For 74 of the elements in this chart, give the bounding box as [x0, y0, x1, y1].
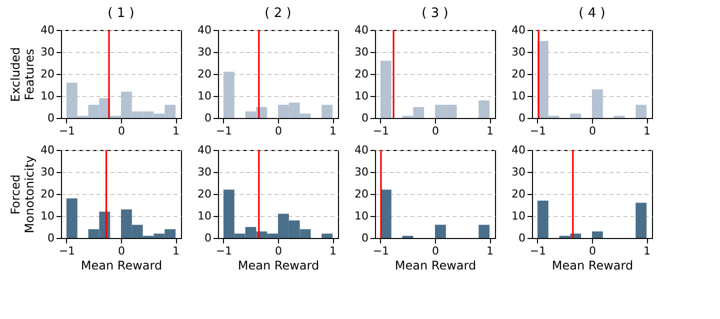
y-tick-label: 40 — [40, 24, 54, 36]
y-tick-label: 20 — [354, 188, 368, 200]
y-tick-label: 10 — [354, 90, 368, 102]
y-tick-label: 20 — [40, 188, 54, 200]
x-tick-label: 1 — [486, 124, 494, 138]
y-tick-label: 0 — [362, 232, 368, 244]
y-tick-label: 40 — [198, 144, 212, 156]
y-tick-label: 20 — [198, 68, 212, 80]
y-tick-label: 30 — [40, 46, 54, 58]
y-tick-label: 10 — [512, 210, 526, 222]
x-axis-title: Mean Reward — [552, 258, 634, 272]
y-tick-label: 0 — [48, 112, 54, 124]
x-tick-label: 0 — [118, 124, 125, 138]
y-tick-label: 30 — [198, 166, 212, 178]
x-tick-label: 0 — [275, 124, 282, 138]
x-tick-label: 0 — [275, 244, 282, 258]
x-tick-label: −1 — [216, 124, 232, 138]
y-tick-label: 0 — [48, 232, 54, 244]
x-tick-label: 0 — [432, 244, 439, 258]
x-axis-title: Mean Reward — [80, 258, 162, 272]
y-tick-label: 30 — [512, 166, 526, 178]
x-tick-label: 1 — [172, 124, 180, 138]
x-tick-label: 1 — [330, 244, 337, 258]
x-tick-label: −1 — [530, 124, 546, 138]
y-axis-title: Excluded Features — [8, 47, 37, 102]
x-tick-label: 1 — [644, 124, 651, 138]
x-tick-label: −1 — [372, 124, 390, 138]
y-tick-label: 10 — [40, 210, 54, 222]
y-tick-label: 40 — [40, 144, 54, 156]
y-tick-label: 40 — [512, 24, 526, 36]
x-tick-label: −1 — [530, 244, 546, 258]
y-tick-label: 0 — [518, 232, 526, 244]
chart-title: ( 4 ) — [578, 6, 606, 21]
y-tick-label: 10 — [354, 210, 368, 222]
y-tick-label: 0 — [204, 112, 212, 124]
y-tick-label: 20 — [40, 68, 54, 80]
y-tick-label: 20 — [198, 188, 212, 200]
y-tick-label: 10 — [512, 90, 526, 102]
y-tick-label: 10 — [198, 210, 212, 222]
chart-title: ( 1 ) — [108, 6, 134, 21]
y-tick-label: 40 — [354, 24, 368, 36]
x-axis-title: Mean Reward — [238, 258, 320, 272]
x-tick-label: 1 — [486, 244, 494, 258]
x-axis-title: Mean Reward — [394, 258, 476, 272]
y-tick-label: 30 — [40, 166, 54, 178]
x-tick-label: 1 — [330, 124, 337, 138]
x-tick-label: 1 — [644, 244, 651, 258]
y-tick-label: 10 — [40, 90, 54, 102]
y-tick-label: 0 — [204, 232, 212, 244]
y-tick-label: 30 — [354, 166, 368, 178]
y-tick-label: 20 — [512, 188, 526, 200]
x-tick-label: 0 — [589, 124, 596, 138]
x-tick-label: 0 — [432, 124, 439, 138]
x-tick-label: −1 — [216, 244, 232, 258]
y-tick-label: 30 — [354, 46, 368, 58]
y-tick-label: 40 — [354, 144, 368, 156]
x-tick-label: 1 — [172, 244, 180, 258]
chart-title: ( 2 ) — [264, 6, 292, 21]
x-tick-label: −1 — [372, 244, 390, 258]
y-tick-label: 40 — [198, 24, 212, 36]
chart-title: ( 3 ) — [422, 6, 448, 21]
y-tick-label: 40 — [512, 144, 526, 156]
y-tick-label: 30 — [512, 46, 526, 58]
y-tick-label: 20 — [512, 68, 526, 80]
x-tick-label: −1 — [58, 244, 76, 258]
x-tick-label: 0 — [118, 244, 125, 258]
y-tick-label: 30 — [198, 46, 212, 58]
y-tick-label: 10 — [198, 90, 212, 102]
y-tick-label: 0 — [362, 112, 368, 124]
y-axis-title: Forced Monotonicity — [8, 156, 37, 234]
y-tick-label: 20 — [354, 68, 368, 80]
x-tick-label: 0 — [589, 244, 596, 258]
x-tick-label: −1 — [58, 124, 76, 138]
y-tick-label: 0 — [518, 112, 526, 124]
